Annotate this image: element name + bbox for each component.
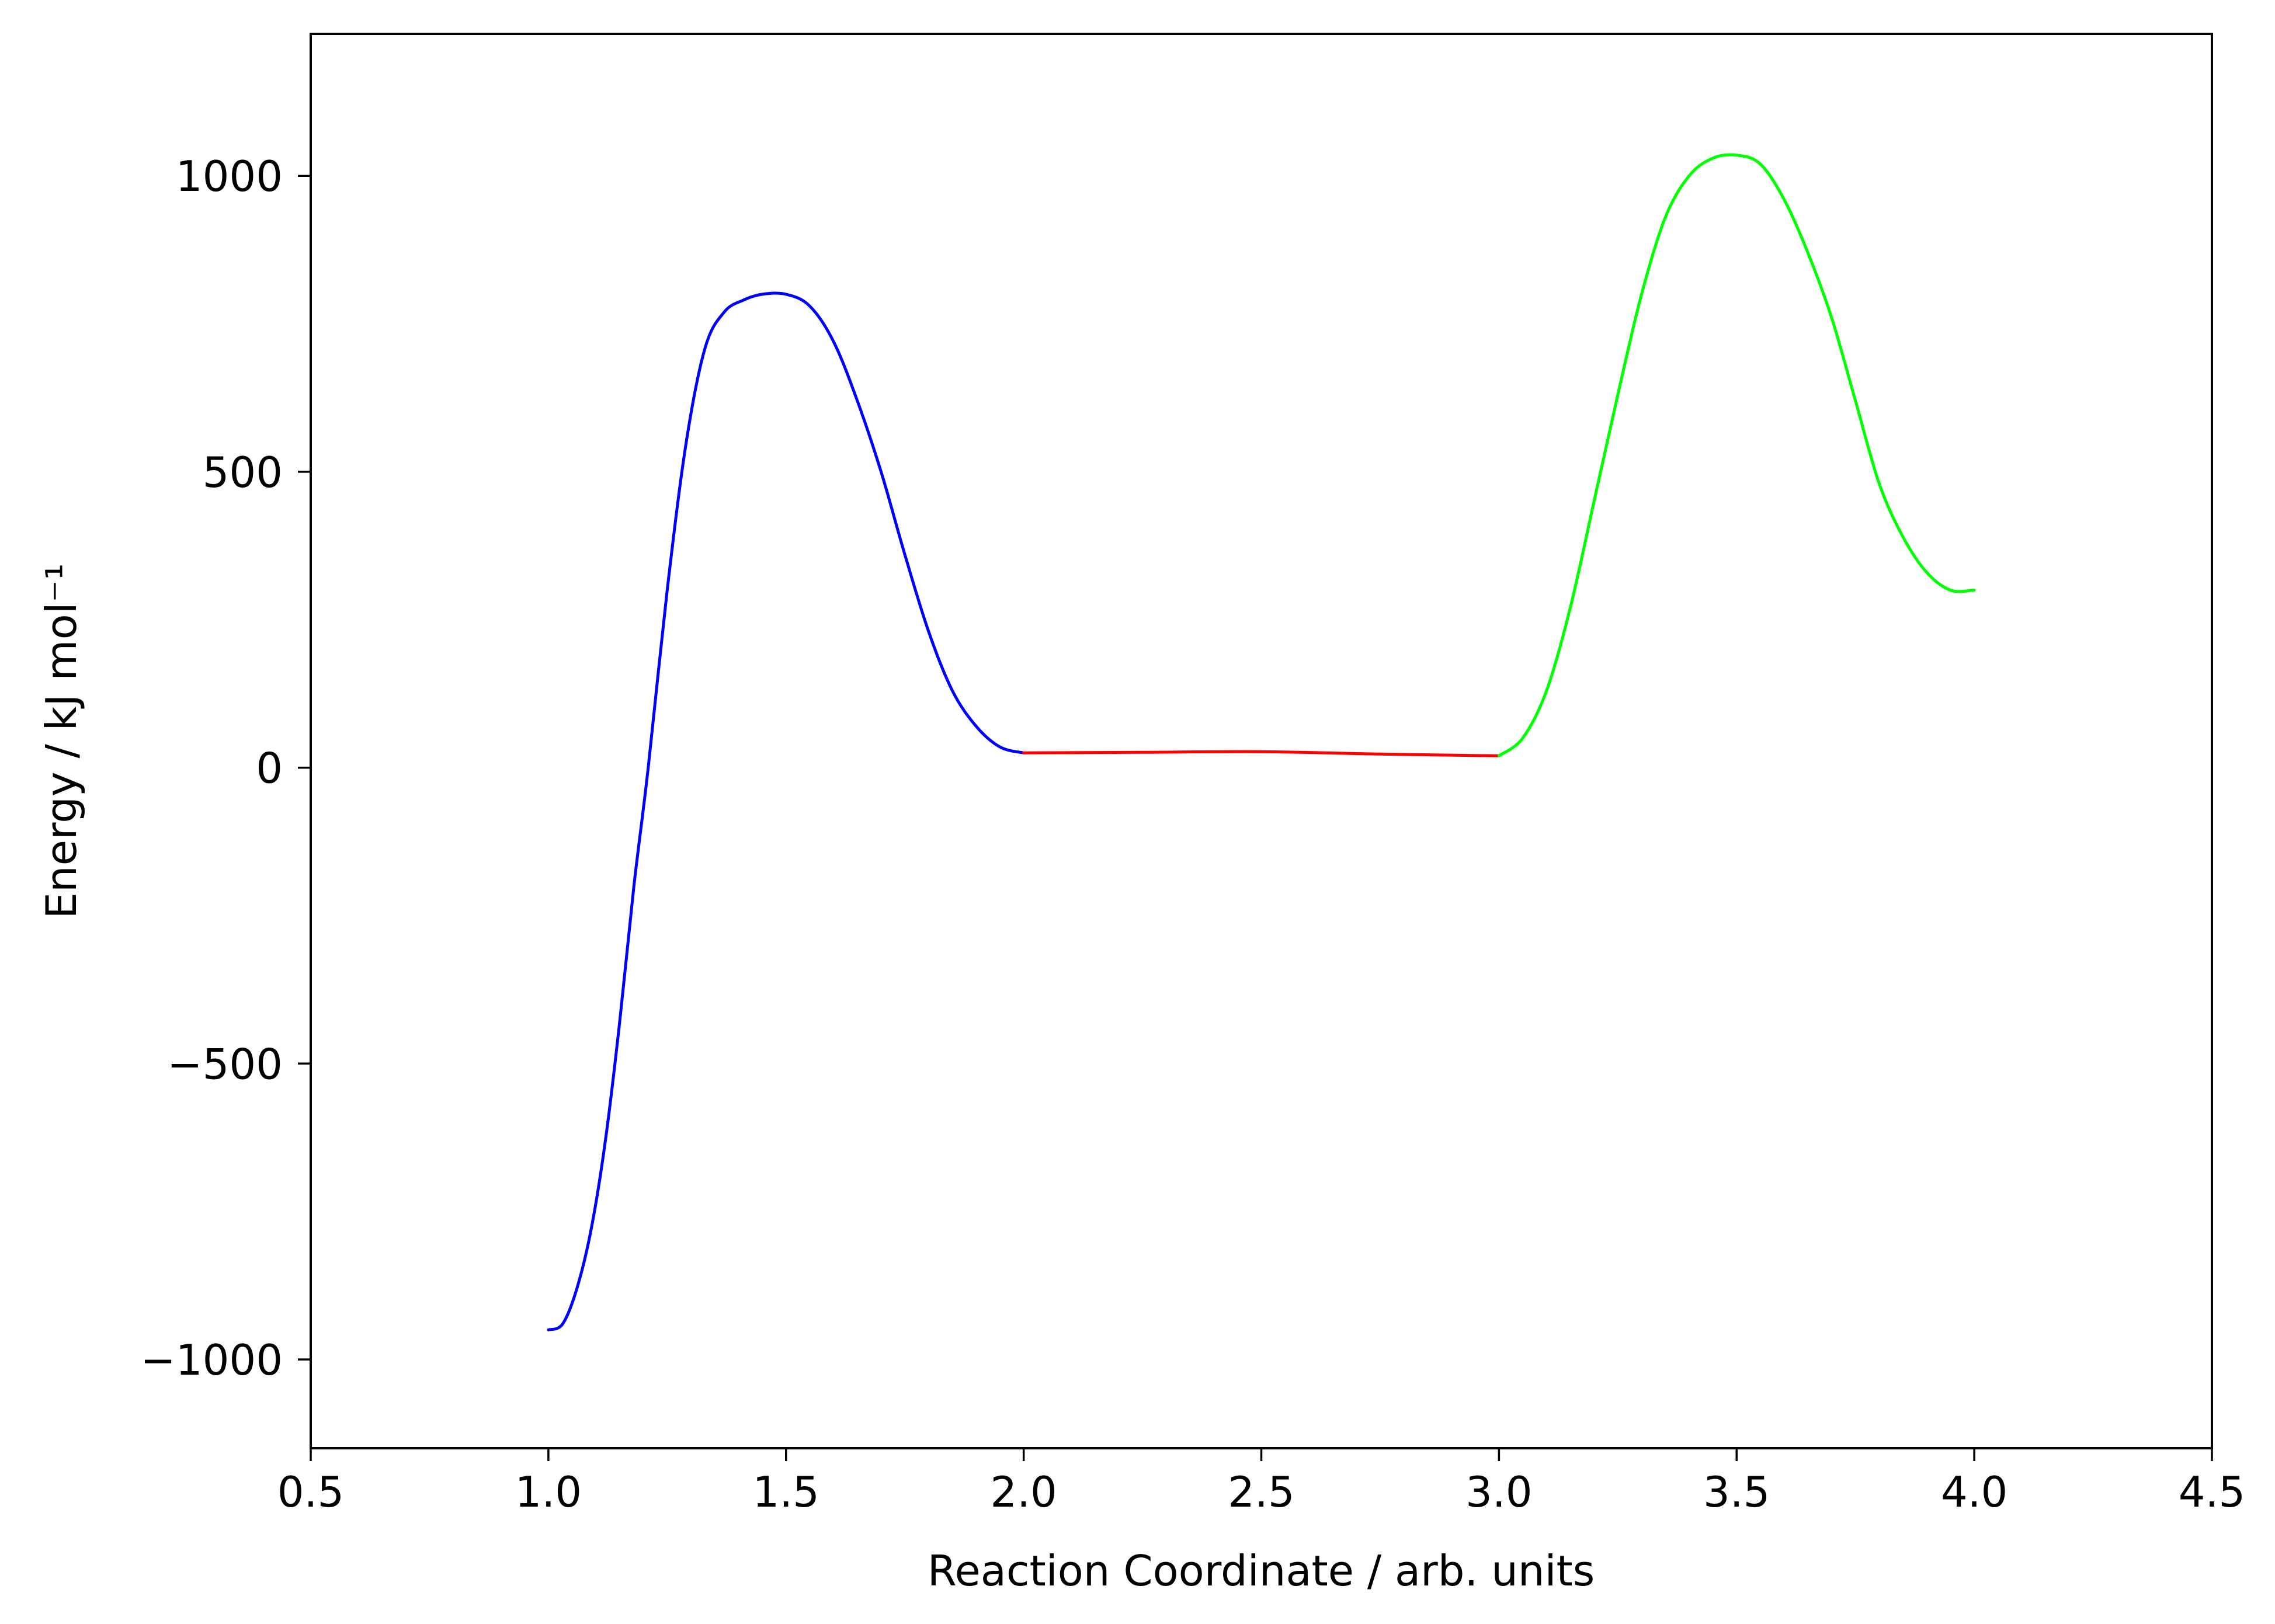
x-tick-label: 1.0 [515, 1467, 582, 1517]
y-tick-label: 1000 [176, 152, 283, 201]
x-tick-label: 2.0 [990, 1467, 1057, 1517]
y-axis-label: Energy / kJ mol⁻¹ [37, 564, 86, 919]
series-group [547, 153, 1976, 1331]
y-axis-ticks: −1000 −500 0 500 1000 [140, 152, 311, 1385]
x-tick-label: 2.5 [1228, 1467, 1295, 1517]
x-axis-ticks: 0.5 1.0 1.5 2.0 2.5 3.0 3.5 4.0 4.5 [277, 1448, 2246, 1517]
series-line-2 [1022, 750, 1501, 757]
x-tick-label: 4.5 [2179, 1467, 2246, 1517]
x-tick-label: 3.0 [1465, 1467, 1533, 1517]
y-tick-label: −500 [167, 1039, 283, 1089]
plot-area-frame [310, 33, 2213, 1449]
y-tick-label: −1000 [140, 1336, 283, 1385]
series-line-1 [547, 291, 1026, 1331]
x-tick-label: 4.0 [1941, 1467, 2008, 1517]
x-axis-label: Reaction Coordinate / arb. units [928, 1546, 1595, 1595]
x-tick-label: 0.5 [277, 1467, 345, 1517]
y-tick-label: 500 [203, 448, 283, 497]
x-tick-label: 1.5 [752, 1467, 819, 1517]
y-tick-label: 0 [256, 744, 283, 793]
series-line-3 [1497, 153, 1976, 757]
x-tick-label: 3.5 [1703, 1467, 1770, 1517]
